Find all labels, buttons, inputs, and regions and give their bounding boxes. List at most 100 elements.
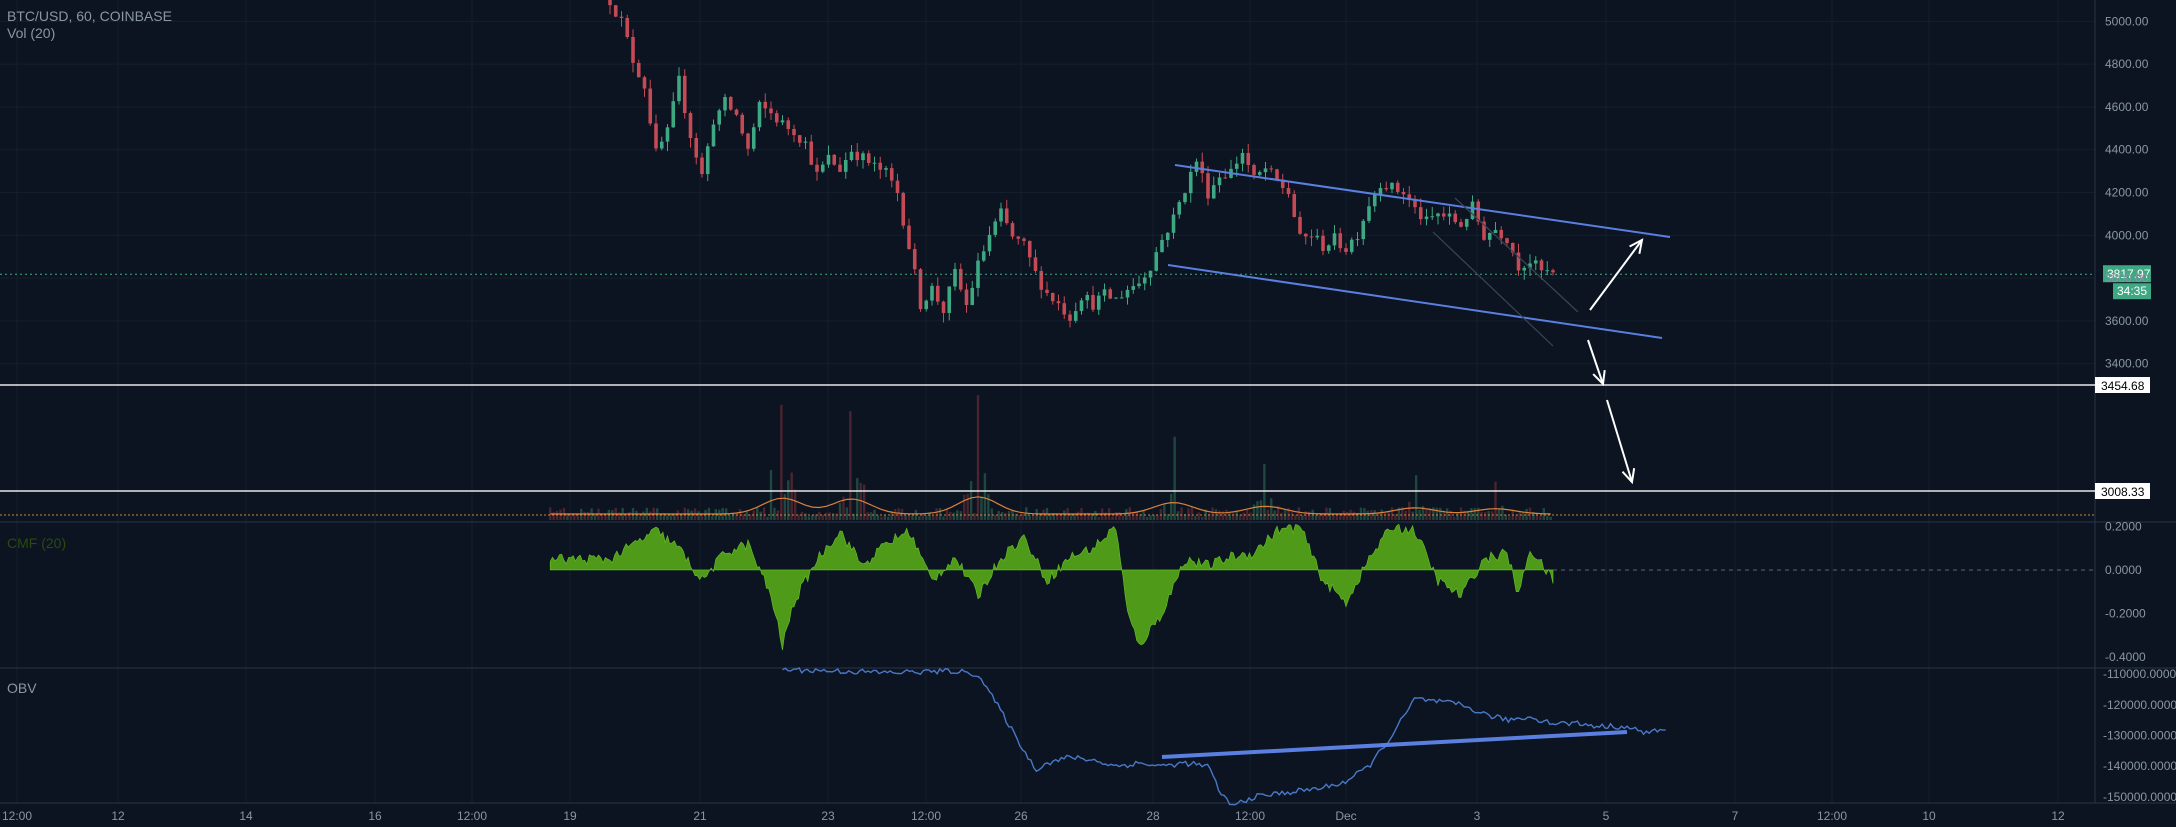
candle-body xyxy=(1010,223,1015,237)
arrow-annotation[interactable] xyxy=(1589,238,1644,311)
volume-bar xyxy=(866,512,869,520)
volume-bar xyxy=(1501,505,1504,520)
candle-body xyxy=(1280,179,1285,189)
volume-bar xyxy=(825,512,828,520)
candle-body xyxy=(769,108,773,114)
minor-channel-upper[interactable] xyxy=(1454,197,1579,313)
candle-body xyxy=(1160,239,1164,253)
volume-bar xyxy=(1342,510,1345,520)
volume-bar xyxy=(980,496,983,520)
volume-bar xyxy=(1032,514,1035,520)
volume-bar xyxy=(649,511,652,520)
candle-body xyxy=(1068,314,1072,321)
volume-bar xyxy=(1314,514,1318,520)
volume-bar xyxy=(1425,508,1428,520)
volume-bar xyxy=(1125,509,1128,520)
candle-body xyxy=(849,151,854,160)
cmf-axis-tick: 0.2000 xyxy=(2105,519,2142,533)
candle-body xyxy=(1114,297,1118,299)
time-axis-tick: 12:00 xyxy=(457,809,487,823)
volume-bar xyxy=(1135,511,1138,520)
volume-bar xyxy=(1138,513,1142,520)
volume-bar xyxy=(1207,513,1211,520)
price-axis-tick: 4400.00 xyxy=(2105,143,2149,157)
volume-bar xyxy=(938,508,942,520)
volume-bar xyxy=(1352,511,1356,520)
candle-body xyxy=(895,180,900,194)
price-axis-tick: 5000.00 xyxy=(2105,14,2149,28)
volume-bar xyxy=(856,478,859,520)
volume-bar xyxy=(1411,511,1414,520)
volume-bar xyxy=(1118,512,1121,520)
volume-bar xyxy=(1038,513,1042,520)
level-tag xyxy=(2095,377,2150,393)
volume-bar xyxy=(1446,508,1449,520)
candle-body xyxy=(1332,233,1337,246)
volume-bar xyxy=(604,515,607,520)
time-axis-tick: 28 xyxy=(1146,809,1160,823)
volume-bar xyxy=(963,494,966,520)
arrow-annotation[interactable] xyxy=(1606,399,1636,485)
volume-bar xyxy=(1290,512,1294,520)
volume-bar xyxy=(1494,481,1497,520)
candle-body xyxy=(1298,216,1302,234)
volume-bar xyxy=(1377,512,1380,520)
candle-body xyxy=(1188,171,1193,194)
volume-bar xyxy=(690,510,693,520)
obv-trendline[interactable] xyxy=(1161,730,1628,759)
candle-body xyxy=(1545,270,1550,272)
candle-body xyxy=(1470,201,1475,220)
candle-body xyxy=(1344,248,1348,252)
volume-bar xyxy=(569,514,573,520)
volume-bar xyxy=(942,516,945,520)
minor-channel-lower[interactable] xyxy=(1432,231,1554,347)
volume-bar xyxy=(1076,511,1080,520)
volume-bar xyxy=(780,404,783,520)
obv-axis-tick: -150000.0000 xyxy=(2103,790,2176,804)
volume-bar xyxy=(859,482,862,520)
candle-body xyxy=(1326,245,1331,251)
candle-body xyxy=(866,153,871,163)
volume-bar xyxy=(662,513,666,520)
volume-bar xyxy=(1042,509,1045,520)
volume-bar xyxy=(1014,513,1018,520)
volume-bar xyxy=(586,511,590,520)
candle-body xyxy=(1211,185,1216,199)
volume-bar xyxy=(1483,512,1487,520)
candle-body xyxy=(1292,194,1297,217)
candle-body xyxy=(1085,295,1090,301)
volume-bar xyxy=(1149,515,1152,520)
volume-bar xyxy=(728,515,731,520)
volume-bar xyxy=(680,514,683,520)
volume-bar xyxy=(921,512,924,520)
volume-bar xyxy=(700,513,704,520)
volume-bar xyxy=(1259,500,1263,520)
candle-body xyxy=(740,114,745,134)
volume-bar xyxy=(1142,510,1145,520)
candle-body xyxy=(1223,177,1228,179)
volume-bar xyxy=(880,516,883,520)
candle-body xyxy=(878,162,883,170)
volume-bar xyxy=(900,508,904,520)
candle-body xyxy=(1056,301,1061,304)
volume-bar xyxy=(925,515,928,520)
cmf-area xyxy=(549,523,1554,651)
candle-body xyxy=(1539,260,1544,271)
time-axis-tick: 26 xyxy=(1014,809,1028,823)
candle-body xyxy=(958,268,963,290)
candle-body xyxy=(671,101,676,128)
volume-bar xyxy=(735,512,738,520)
volume-bar xyxy=(1335,513,1338,520)
volume-bar xyxy=(1270,498,1273,520)
volume-bar xyxy=(666,515,669,520)
channel-lower-line[interactable] xyxy=(1167,264,1663,339)
obv-legend: OBV xyxy=(7,680,37,696)
volume-bar xyxy=(1473,508,1476,520)
arrow-annotation[interactable] xyxy=(1587,339,1606,387)
candle-body xyxy=(1436,213,1440,217)
candle-body xyxy=(1453,213,1458,223)
price-axis-tick: 4200.00 xyxy=(2105,186,2149,200)
channel-upper-line[interactable] xyxy=(1174,164,1671,238)
candle-body xyxy=(1522,267,1527,271)
